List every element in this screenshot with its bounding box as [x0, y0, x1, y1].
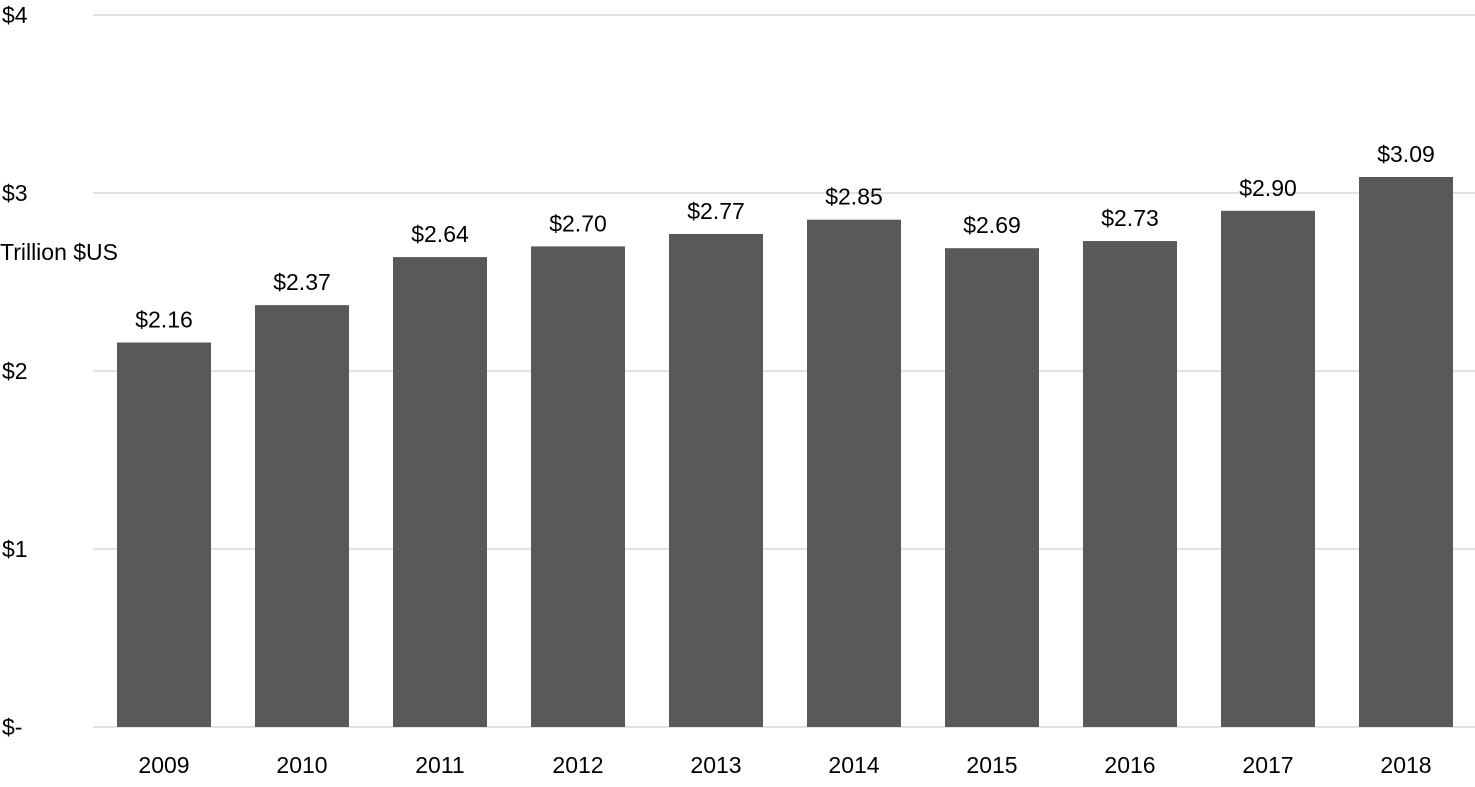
x-axis-ticks: 2009 2010 2011 2012 2013 2014 2015 2016 2017 2018: [138, 752, 1431, 778]
y-tick-label: $1: [2, 536, 28, 562]
bar-2014: [807, 219, 901, 727]
x-tick-label: 2010: [276, 752, 327, 778]
data-label: $2.85: [825, 184, 883, 210]
bar-2011: [393, 257, 487, 727]
data-label: $2.69: [963, 212, 1021, 238]
y-axis-ticks: $- $1 $2 $3 $4: [2, 2, 28, 740]
bar-2015: [945, 248, 1039, 727]
data-label: $2.73: [1101, 205, 1159, 231]
bar-2012: [531, 246, 625, 727]
y-tick-label: $3: [2, 180, 28, 206]
x-tick-label: 2012: [552, 752, 603, 778]
data-label: $2.16: [135, 307, 193, 333]
y-tick-label: $4: [2, 2, 28, 28]
data-label: $3.09: [1377, 141, 1435, 167]
x-tick-label: 2018: [1380, 752, 1431, 778]
y-axis-label: Trillion $US: [0, 239, 118, 265]
x-tick-label: 2017: [1242, 752, 1293, 778]
bars: [117, 176, 1453, 728]
data-label: $2.70: [549, 210, 607, 236]
bar-2016: [1083, 241, 1177, 727]
y-tick-label: $-: [2, 714, 22, 740]
x-tick-label: 2011: [415, 752, 464, 778]
bar-2013: [669, 233, 763, 727]
x-tick-label: 2013: [690, 752, 741, 778]
data-labels: $2.16 $2.37 $2.64 $2.70 $2.77 $2.85 $2.69 $2.73…: [135, 141, 1435, 333]
bar-2009: [117, 342, 211, 727]
data-label: $2.37: [273, 269, 331, 295]
x-tick-label: 2016: [1104, 752, 1155, 778]
y-tick-label: $2: [2, 358, 28, 384]
data-label: $2.77: [687, 198, 745, 224]
bar-2017: [1221, 210, 1315, 728]
data-label: $2.64: [411, 221, 469, 247]
bar-2018: [1359, 176, 1453, 728]
bar-2010: [255, 305, 349, 727]
x-tick-label: 2014: [828, 752, 879, 778]
x-tick-label: 2009: [138, 752, 189, 778]
x-tick-label: 2015: [966, 752, 1017, 778]
data-label: $2.90: [1239, 175, 1297, 201]
